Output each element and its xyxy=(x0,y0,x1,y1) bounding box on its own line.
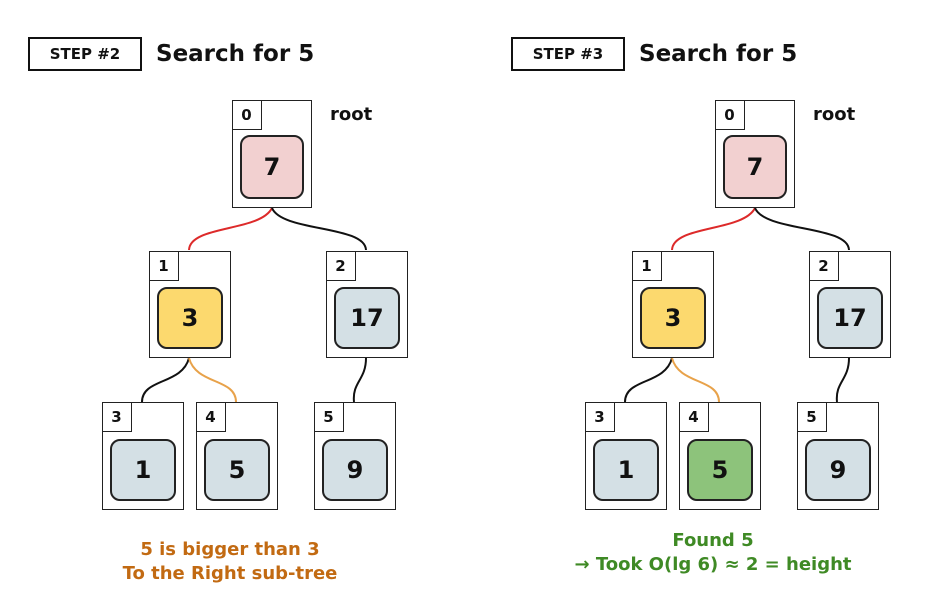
node-value: 5 xyxy=(204,439,270,501)
caption-line-2: To the Right sub-tree xyxy=(122,563,338,584)
edge-1-4 xyxy=(671,357,720,403)
tree-edges xyxy=(141,207,367,403)
tree-node-5: 5 9 xyxy=(313,401,396,510)
caption-line-2: → Took O(lg 6) ≈ 2 = height xyxy=(574,554,852,575)
tree-node-1: 1 3 xyxy=(631,250,714,358)
node-value: 17 xyxy=(334,287,400,349)
node-value: 5 xyxy=(687,439,753,501)
node-index: 1 xyxy=(631,250,662,281)
root-label: root xyxy=(330,104,373,125)
tree-node-0: 0 7 xyxy=(231,99,312,208)
node-index: 2 xyxy=(808,250,839,281)
step-title: Search for 5 xyxy=(156,41,315,67)
node-value: 3 xyxy=(157,287,223,349)
tree-node-0: 0 7 xyxy=(714,99,795,208)
step-title: Search for 5 xyxy=(639,41,798,67)
tree-node-2: 2 17 xyxy=(808,250,891,358)
node-index: 3 xyxy=(101,401,132,432)
edge-1-3 xyxy=(141,357,190,403)
tree-node-3: 3 1 xyxy=(584,401,667,510)
node-index: 2 xyxy=(325,250,356,281)
node-value: 1 xyxy=(110,439,176,501)
node-index: 4 xyxy=(195,401,226,432)
node-index: 3 xyxy=(584,401,615,432)
node-index: 4 xyxy=(678,401,709,432)
node-index: 0 xyxy=(231,99,262,130)
edge-1-3 xyxy=(624,357,673,403)
tree-node-4: 4 5 xyxy=(195,401,278,510)
node-index: 5 xyxy=(313,401,344,432)
tree-edges xyxy=(624,207,850,403)
node-value: 3 xyxy=(640,287,706,349)
edge-2-5 xyxy=(352,357,367,403)
step-badge: STEP #3 xyxy=(511,37,625,71)
step-caption: Found 5 → Took O(lg 6) ≈ 2 = height xyxy=(543,529,883,577)
tree-node-2: 2 17 xyxy=(325,250,408,358)
tree-node-3: 3 1 xyxy=(101,401,184,510)
node-index: 0 xyxy=(714,99,745,130)
edge-0-1 xyxy=(671,207,756,251)
node-index: 5 xyxy=(796,401,827,432)
root-label: root xyxy=(813,104,856,125)
step-caption: 5 is bigger than 3 To the Right sub-tree xyxy=(60,538,400,586)
node-value: 1 xyxy=(593,439,659,501)
step-badge: STEP #2 xyxy=(28,37,142,71)
edge-1-4 xyxy=(188,357,237,403)
node-value: 7 xyxy=(723,135,787,199)
node-value: 17 xyxy=(817,287,883,349)
node-value: 7 xyxy=(240,135,304,199)
tree-node-5: 5 9 xyxy=(796,401,879,510)
edge-0-2 xyxy=(271,207,367,251)
caption-line-1: 5 is bigger than 3 xyxy=(140,539,320,560)
panel-step-2: STEP #2 Search for 5 root 0 7 1 3 2 17 3… xyxy=(28,37,408,586)
node-index: 1 xyxy=(148,250,179,281)
edge-0-2 xyxy=(754,207,850,251)
node-value: 9 xyxy=(322,439,388,501)
edge-0-1 xyxy=(188,207,273,251)
node-value: 9 xyxy=(805,439,871,501)
edge-2-5 xyxy=(835,357,850,403)
panel-step-3: STEP #3 Search for 5 root 0 7 1 3 2 17 3… xyxy=(483,0,952,606)
tree-node-1: 1 3 xyxy=(148,250,231,358)
caption-line-1: Found 5 xyxy=(672,530,754,551)
tree-node-4: 4 5 xyxy=(678,401,761,510)
